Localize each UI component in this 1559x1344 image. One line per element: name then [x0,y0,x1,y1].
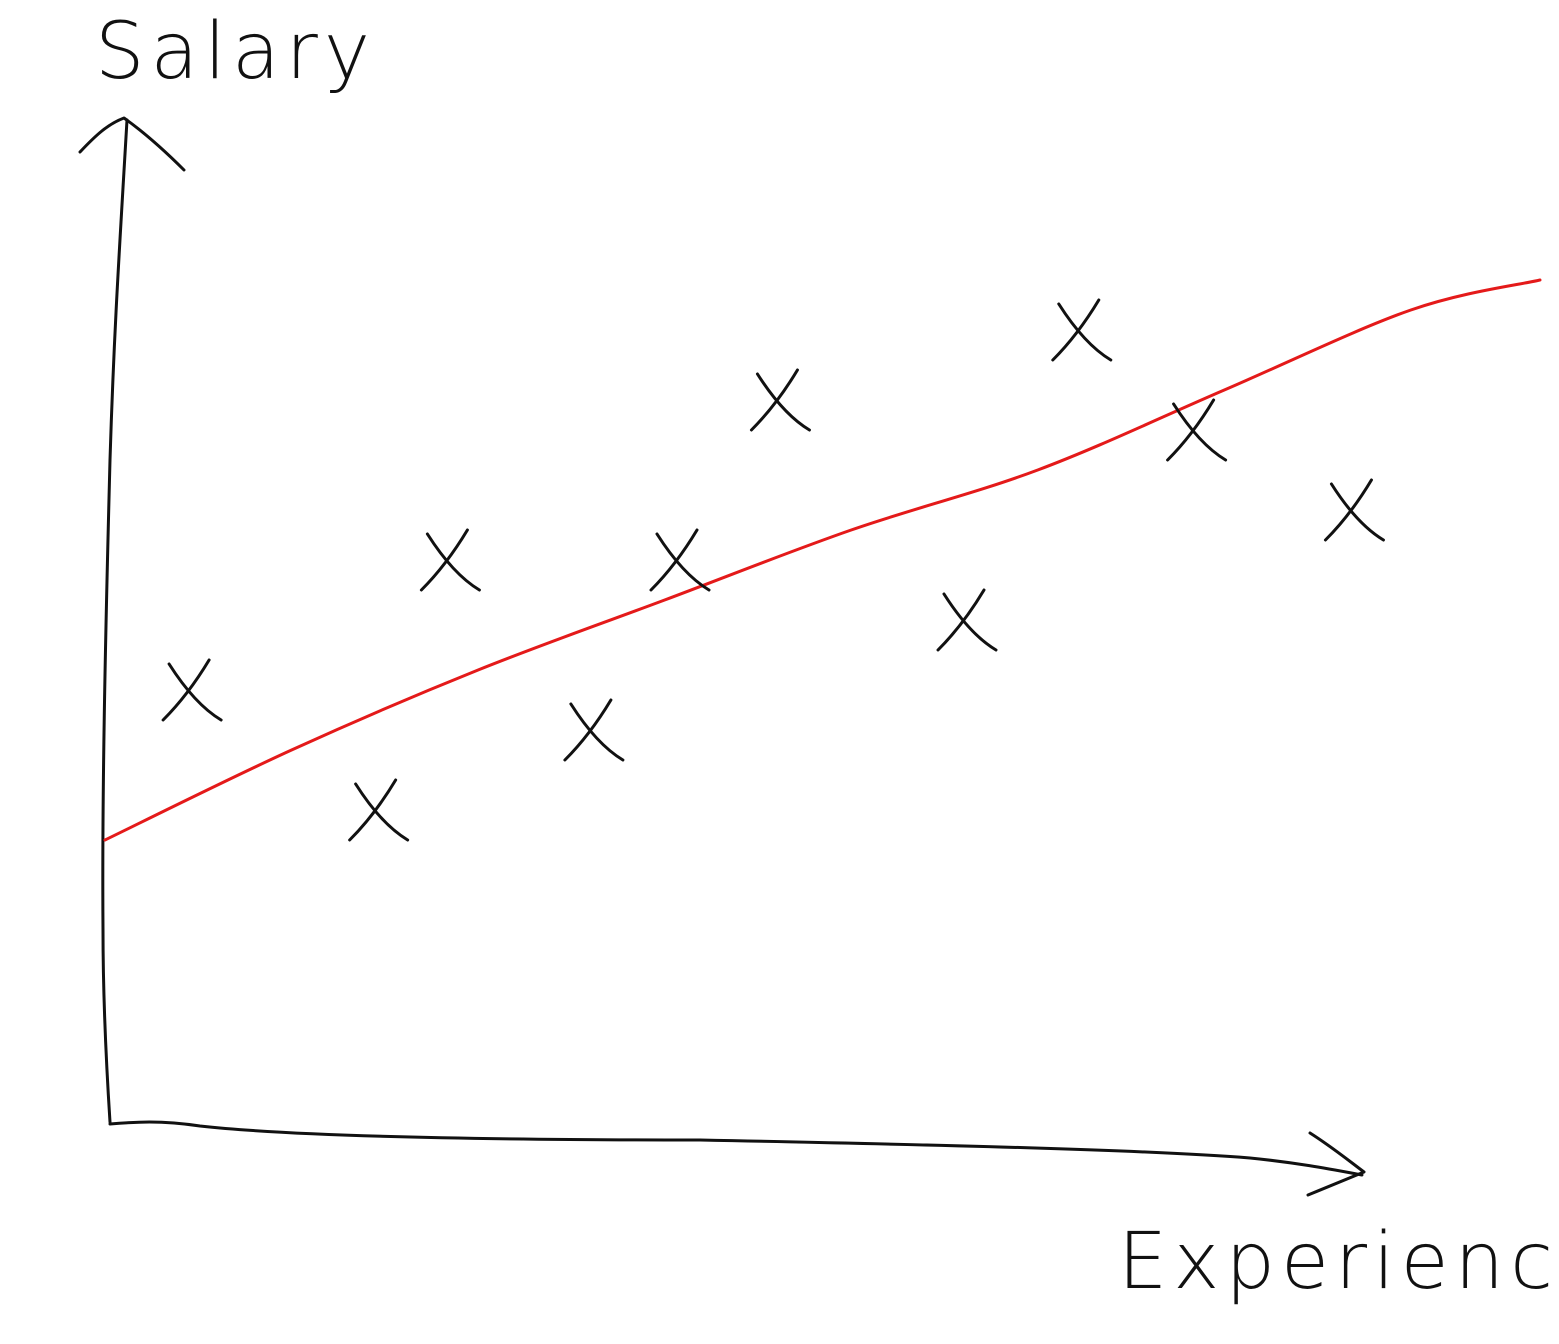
data-point-10-stroke-b [1323,478,1373,542]
data-point-5-stroke-a [655,532,711,592]
data-point-3-stroke-b [419,528,469,592]
data-point-7 [936,588,998,652]
data-point-1 [161,658,223,722]
data-point-7-stroke-a [942,592,998,652]
data-point-2-stroke-a [354,782,410,842]
data-point-8-stroke-a [1057,302,1113,362]
trend-line-group [103,278,1542,842]
data-point-2-stroke-b [348,778,398,842]
y-axis-line [101,118,129,1124]
x-axis-label: Experience [1118,1217,1559,1307]
data-point-7-stroke-b [936,588,986,652]
x-axis-arrowhead [1306,1131,1366,1197]
data-point-6-stroke-b [749,368,799,432]
data-point-4-stroke-b [563,698,613,762]
y-axis-label: Salary [95,7,376,97]
data-point-1-stroke-b [161,658,211,722]
trend-line [103,278,1542,842]
data-point-10-stroke-a [1329,482,1385,542]
data-point-8 [1051,298,1113,362]
data-point-9-stroke-a [1172,402,1228,462]
data-point-5-stroke-b [649,528,699,592]
data-points [161,298,1385,842]
y-axis-arrowhead [78,116,186,172]
data-point-5 [649,528,711,592]
data-point-9-stroke-b [1166,398,1216,462]
data-point-6 [749,368,811,432]
data-point-10 [1323,478,1385,542]
data-point-2 [348,778,410,842]
data-point-1-stroke-a [167,662,223,722]
data-point-3 [419,528,481,592]
data-point-4 [563,698,625,762]
data-point-4-stroke-a [569,702,625,762]
data-point-9 [1166,398,1228,462]
data-point-8-stroke-b [1051,298,1101,362]
data-point-3-stroke-a [425,532,481,592]
x-axis-line [108,1120,1364,1177]
data-point-6-stroke-a [755,372,811,432]
